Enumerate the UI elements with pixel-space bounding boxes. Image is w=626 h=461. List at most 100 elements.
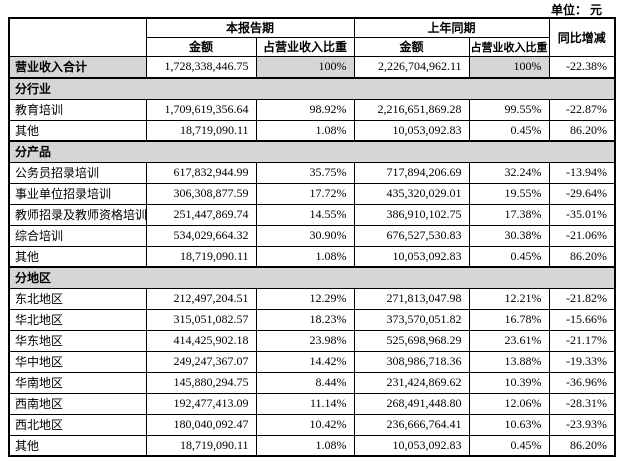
value-cell: 86.20% — [548, 119, 616, 142]
value-cell: 192,477,413.09 — [145, 392, 257, 415]
value-cell: -21.17% — [548, 329, 616, 352]
value-cell: 10.39% — [468, 371, 550, 394]
revenue-breakdown-table: 本报告期 上年同期 同比增减 金额 占营业收入比重 金额 占营业收入比重 营业收… — [8, 17, 617, 457]
value-cell: -21.06% — [548, 224, 616, 247]
corner-cell — [8, 17, 147, 57]
value-cell: 23.61% — [468, 329, 550, 352]
value-cell: 2,216,651,869.28 — [353, 98, 470, 121]
value-cell: 386,910,102.75 — [353, 203, 470, 226]
value-cell: 315,051,082.57 — [145, 308, 257, 331]
value-cell: 306,308,877.59 — [145, 182, 257, 205]
row-label: 教师招录及教师资格培训 — [8, 203, 147, 226]
current-period-header: 本报告期 — [145, 17, 355, 38]
table-header: 本报告期 上年同期 同比增减 金额 占营业收入比重 金额 占营业收入比重 — [8, 17, 616, 57]
total-row: 营业收入合计 1,728,338,446.75 100% 2,226,704,962.… — [8, 55, 616, 79]
table-row: 东北地区 212,497,204.51 12.29% 271,813,047.98 12… — [8, 287, 616, 310]
value-cell: 32.24% — [468, 161, 550, 184]
value-cell: 268,491,448.80 — [353, 392, 470, 415]
value-cell: 435,320,029.01 — [353, 182, 470, 205]
section-title: 分地区 — [8, 266, 616, 289]
value-cell: 2,226,704,962.11 — [353, 55, 470, 79]
row-label: 营业收入合计 — [8, 55, 147, 79]
section-row: 分产品 — [8, 140, 616, 163]
value-cell: -23.93% — [548, 413, 616, 436]
value-cell: 676,527,530.83 — [353, 224, 470, 247]
section-title: 分行业 — [8, 77, 616, 100]
value-cell: -22.38% — [548, 55, 616, 79]
value-cell: 86.20% — [548, 434, 616, 457]
section-title: 分产品 — [8, 140, 616, 163]
value-cell: 19.55% — [468, 182, 550, 205]
row-label: 其他 — [8, 434, 147, 457]
row-label: 其他 — [8, 119, 147, 142]
value-cell: 145,880,294.75 — [145, 371, 257, 394]
table-row: 其他 18,719,090.11 1.08% 10,053,092.83 0.45% 86… — [8, 245, 616, 268]
table-body: 营业收入合计 1,728,338,446.75 100% 2,226,704,962.… — [8, 55, 616, 457]
pct-header-current: 占营业收入比重 — [255, 36, 355, 57]
value-cell: 1.08% — [255, 119, 355, 142]
value-cell: 1,709,619,356.64 — [145, 98, 257, 121]
value-cell: 0.45% — [468, 245, 550, 268]
value-cell: 18,719,090.11 — [145, 119, 257, 142]
value-cell: 10.63% — [468, 413, 550, 436]
value-cell: 18,719,090.11 — [145, 434, 257, 457]
value-cell: 10,053,092.83 — [353, 434, 470, 457]
value-cell: -22.87% — [548, 98, 616, 121]
value-cell: 180,040,092.47 — [145, 413, 257, 436]
value-cell: 308,986,718.36 — [353, 350, 470, 373]
table-row: 西北地区 180,040,092.47 10.42% 236,666,764.41 10… — [8, 413, 616, 436]
value-cell: 35.75% — [255, 161, 355, 184]
value-cell: -28.31% — [548, 392, 616, 415]
value-cell: 13.88% — [468, 350, 550, 373]
table-row: 华北地区 315,051,082.57 18.23% 373,570,051.82 16… — [8, 308, 616, 331]
row-label: 公务员招录培训 — [8, 161, 147, 184]
value-cell: -29.64% — [548, 182, 616, 205]
value-cell: -15.66% — [548, 308, 616, 331]
value-cell: 1.08% — [255, 245, 355, 268]
value-cell: 236,666,764.41 — [353, 413, 470, 436]
value-cell: 86.20% — [548, 245, 616, 268]
row-label: 华东地区 — [8, 329, 147, 352]
value-cell: 0.45% — [468, 434, 550, 457]
row-label: 华南地区 — [8, 371, 147, 394]
value-cell: -36.96% — [548, 371, 616, 394]
amount-header-current: 金额 — [145, 36, 257, 57]
value-cell: 18.23% — [255, 308, 355, 331]
row-label: 华北地区 — [8, 308, 147, 331]
value-cell: -35.01% — [548, 203, 616, 226]
value-cell: 10.42% — [255, 413, 355, 436]
table-row: 华中地区 249,247,367.07 14.42% 308,986,718.36 13… — [8, 350, 616, 373]
value-cell: 414,425,902.18 — [145, 329, 257, 352]
value-cell: 0.45% — [468, 119, 550, 142]
value-cell: 100% — [255, 55, 355, 79]
table-row: 其他 18,719,090.11 1.08% 10,053,092.83 0.45% 86… — [8, 434, 616, 457]
value-cell: 14.55% — [255, 203, 355, 226]
value-cell: 249,247,367.07 — [145, 350, 257, 373]
table-row: 事业单位招录培训 306,308,877.59 17.72% 435,320,029.… — [8, 182, 616, 205]
value-cell: 11.14% — [255, 392, 355, 415]
yoy-header: 同比增减 — [548, 17, 616, 57]
value-cell: 17.38% — [468, 203, 550, 226]
value-cell: -13.94% — [548, 161, 616, 184]
value-cell: 8.44% — [255, 371, 355, 394]
table-row: 西南地区 192,477,413.09 11.14% 268,491,448.80 12… — [8, 392, 616, 415]
table-row: 公务员招录培训 617,832,944.99 35.75% 717,894,206.6… — [8, 161, 616, 184]
row-label: 西北地区 — [8, 413, 147, 436]
value-cell: 12.21% — [468, 287, 550, 310]
table-row: 华南地区 145,880,294.75 8.44% 231,424,869.62 10.… — [8, 371, 616, 394]
unit-label: 单位： 元 — [550, 3, 602, 17]
value-cell: 212,497,204.51 — [145, 287, 257, 310]
value-cell: 10,053,092.83 — [353, 245, 470, 268]
row-label: 东北地区 — [8, 287, 147, 310]
prior-period-header: 上年同期 — [353, 17, 550, 38]
row-label: 西南地区 — [8, 392, 147, 415]
header-row-groups: 本报告期 上年同期 同比增减 — [8, 17, 616, 57]
value-cell: 12.29% — [255, 287, 355, 310]
value-cell: 617,832,944.99 — [145, 161, 257, 184]
value-cell: 373,570,051.82 — [353, 308, 470, 331]
value-cell: 17.72% — [255, 182, 355, 205]
section-row: 分行业 — [8, 77, 616, 100]
value-cell: 98.92% — [255, 98, 355, 121]
table-row: 教育培训 1,709,619,356.64 98.92% 2,216,651,869.… — [8, 98, 616, 121]
row-label: 其他 — [8, 245, 147, 268]
